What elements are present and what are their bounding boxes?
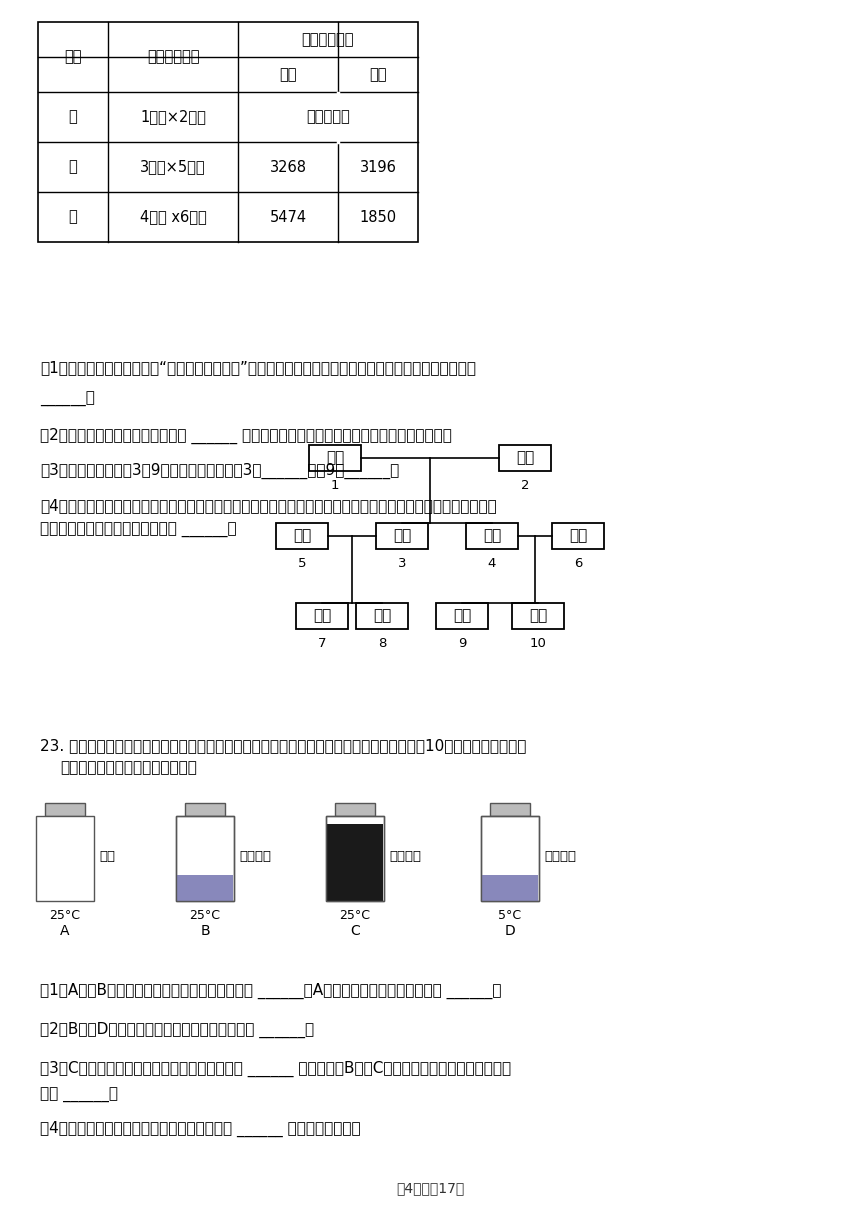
Text: 全部为高杆: 全部为高杆 — [306, 109, 350, 124]
Text: A: A — [60, 924, 70, 938]
Bar — [436, 603, 488, 629]
Bar — [38, 22, 418, 242]
Text: 高杆: 高杆 — [393, 529, 411, 544]
Text: 1850: 1850 — [359, 209, 396, 225]
Bar — [335, 803, 375, 816]
Bar — [309, 445, 361, 471]
Text: 高杆: 高杆 — [568, 529, 587, 544]
Text: 5°C: 5°C — [499, 908, 521, 922]
Text: 1高杆×2矮杆: 1高杆×2矮杆 — [140, 109, 206, 124]
Bar — [376, 523, 428, 548]
Text: 2: 2 — [521, 479, 529, 492]
Text: 亲本杂交组合: 亲本杂交组合 — [147, 50, 200, 64]
Text: （3）请根据图表推断3和9个体的基因组成：【3】______；【9】______。: （3）请根据图表推断3和9个体的基因组成：【3】______；【9】______… — [40, 463, 399, 479]
Text: 境条件，请据如图回答下列问题：: 境条件，请据如图回答下列问题： — [60, 760, 197, 775]
Text: 过多的水: 过多的水 — [389, 850, 421, 863]
Text: 高杆: 高杆 — [280, 67, 297, 81]
Bar — [490, 803, 530, 816]
Text: 3高杆×5矮杆: 3高杆×5矮杆 — [140, 159, 206, 175]
Bar — [185, 803, 224, 816]
Bar — [296, 603, 348, 629]
Text: 25°C: 25°C — [340, 908, 371, 922]
Text: 1: 1 — [331, 479, 339, 492]
Text: 第4页，共17页: 第4页，共17页 — [396, 1181, 464, 1195]
Text: 高杆: 高杆 — [482, 529, 501, 544]
Bar — [276, 523, 328, 548]
Bar — [466, 523, 518, 548]
Text: 于环境条件变化而引起的，被称为 ______。: 于环境条件变化而引起的，被称为 ______。 — [40, 523, 237, 537]
Bar — [499, 445, 551, 471]
Text: 无水: 无水 — [99, 850, 115, 863]
Text: 6: 6 — [574, 557, 582, 570]
Text: 乙: 乙 — [69, 159, 77, 175]
Text: 矮杆: 矮杆 — [373, 608, 391, 624]
Text: 高杆: 高杆 — [313, 608, 331, 624]
Text: 矮杆: 矮杆 — [293, 529, 311, 544]
Text: 23. 如图表示探究种子萌发时所需环境条件的实验装置，每个罐头瓶中均放有等量的干燥种子10粒，并提供相应的环: 23. 如图表示探究种子萌发时所需环境条件的实验装置，每个罐头瓶中均放有等量的干… — [40, 738, 526, 753]
Bar — [356, 603, 408, 629]
Text: 25°C: 25°C — [189, 908, 220, 922]
Text: 高杆: 高杆 — [326, 450, 344, 466]
Bar — [177, 876, 233, 901]
Text: （4）测定种子的发芽率时，应该将种子放在与 ______ 瓶相同的环境中。: （4）测定种子的发芽率时，应该将种子放在与 ______ 瓶相同的环境中。 — [40, 1121, 360, 1137]
Bar — [552, 523, 604, 548]
Text: （2）甲～丙三个杂交组合中，通过 ______ 组杂交组合，可判断出玉米高杆与矮杆的显隐关系。: （2）甲～丙三个杂交组合中，通过 ______ 组杂交组合，可判断出玉米高杆与矮… — [40, 428, 452, 444]
Text: （4）若将甲组杂交组合产生的高杆后代种植到贫瘠缺水的环境中，其后代均表现为矮杆现象，这种变异完全是由: （4）若将甲组杂交组合产生的高杆后代种植到贫瘠缺水的环境中，其后代均表现为矮杆现… — [40, 499, 497, 513]
Text: 适量的水: 适量的水 — [544, 850, 576, 863]
Bar — [512, 603, 564, 629]
Bar — [46, 803, 85, 816]
Bar — [326, 816, 384, 901]
Bar — [327, 824, 383, 901]
Text: 5: 5 — [298, 557, 306, 570]
Bar — [482, 876, 538, 901]
Bar — [176, 816, 234, 901]
Bar — [481, 816, 539, 901]
Bar — [36, 816, 94, 901]
Text: B: B — [200, 924, 210, 938]
Text: 4: 4 — [488, 557, 496, 570]
Text: D: D — [505, 924, 515, 938]
Text: 适量的水: 适量的水 — [239, 850, 271, 863]
Text: 分组: 分组 — [64, 50, 82, 64]
Text: 10: 10 — [530, 637, 546, 651]
Text: 后代植株表现: 后代植株表现 — [302, 32, 354, 47]
Text: 矮杆: 矮杆 — [369, 67, 387, 81]
Text: 矮杆: 矮杆 — [516, 450, 534, 466]
Text: 9: 9 — [458, 637, 466, 651]
Text: 甲: 甲 — [69, 109, 77, 124]
Text: 矮杆: 矮杆 — [529, 608, 547, 624]
Text: C: C — [350, 924, 359, 938]
Text: （2）B瓶和D瓶作为一组对照实验，其实验变量是 ______。: （2）B瓶和D瓶作为一组对照实验，其实验变量是 ______。 — [40, 1021, 314, 1037]
Text: ______。: ______。 — [40, 392, 95, 406]
Text: 3: 3 — [397, 557, 406, 570]
Text: 8: 8 — [378, 637, 386, 651]
Bar — [481, 816, 539, 901]
Text: 5474: 5474 — [269, 209, 306, 225]
Text: 7: 7 — [317, 637, 326, 651]
Text: 丙: 丙 — [69, 209, 77, 225]
Text: 3196: 3196 — [359, 159, 396, 175]
Text: 3268: 3268 — [269, 159, 306, 175]
Text: 25°C: 25°C — [50, 908, 81, 922]
Bar — [176, 816, 234, 901]
Text: 量是 ______。: 量是 ______。 — [40, 1088, 118, 1103]
Text: 4高杆 x6高杆: 4高杆 x6高杆 — [139, 209, 206, 225]
Text: （3）C瓶中的种子全部浸没在水中是为了模拟无 ______ 环境，所以B瓶和C瓶作为一组对照实验，其实验变: （3）C瓶中的种子全部浸没在水中是为了模拟无 ______ 环境，所以B瓶和C瓶… — [40, 1060, 511, 1076]
Bar — [326, 816, 384, 901]
Text: 高杆: 高杆 — [453, 608, 471, 624]
Text: （1）A瓶和B瓶作为一组对照实验，其实验变量是 ______。A瓶中的种子不能萌发的原因是 ______。: （1）A瓶和B瓶作为一组对照实验，其实验变量是 ______。A瓶中的种子不能萌… — [40, 983, 501, 998]
Text: （1）该小组在实验中验证的“玉米的高杆和矮杆”是同种生物同一性状的不同表现形式，在遗传学上被称为: （1）该小组在实验中验证的“玉米的高杆和矮杆”是同种生物同一性状的不同表现形式，… — [40, 360, 476, 375]
